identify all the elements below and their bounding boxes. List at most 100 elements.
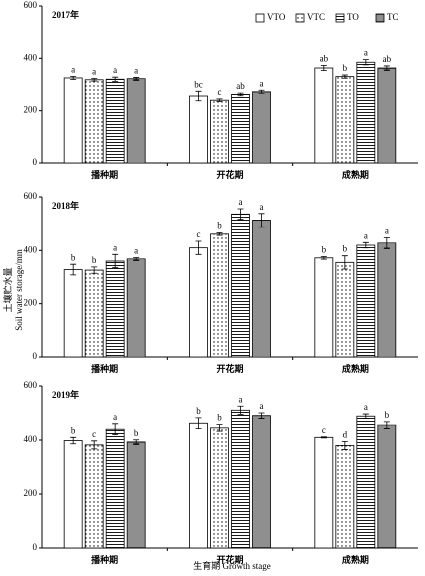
y-tick-label: 0 [33,157,38,167]
significance-label: b [134,428,139,438]
bar [356,415,376,549]
significance-label: d [343,429,348,439]
error-bar [91,266,98,274]
error-bar [195,417,202,430]
error-bar [320,256,327,260]
significance-label: a [92,67,96,77]
x-tick-label: 开花期 [216,554,243,565]
y-tick-label: 400 [24,52,38,62]
significance-label: a [364,402,368,412]
bar [126,258,146,358]
error-bar [216,424,223,432]
bar [63,77,83,164]
error-bar [237,92,244,97]
significance-label: a [239,394,243,404]
x-tick-label: 开花期 [216,169,243,180]
panel-title: 2019年 [52,389,79,400]
x-tick-label: 播种期 [91,554,118,565]
error-bar [112,253,119,269]
x-tick-label: 开花期 [216,363,243,374]
bar [252,415,271,549]
significance-label: a [239,197,243,207]
legend-label: TO [347,12,359,22]
error-bar [383,421,390,429]
significance-label: a [364,230,368,240]
error-bar [195,240,202,255]
error-bar [258,89,265,94]
legend-swatch [255,13,265,23]
bar [356,61,376,164]
error-bar [133,257,140,261]
bar [63,440,83,549]
error-bar [258,412,265,419]
bar [84,444,104,549]
significance-label: b [343,244,348,254]
error-bar [320,64,327,72]
bar [377,242,397,358]
error-bar [341,255,348,270]
bar [314,436,334,549]
y-axis-label: 土壤贮水量 [2,267,13,312]
bar [189,422,208,549]
bar [314,67,334,164]
significance-label: a [113,65,117,75]
significance-label: a [260,401,264,411]
y-tick-label: 600 [24,191,38,201]
significance-label: a [134,246,138,256]
legend-swatch [375,13,385,23]
bar [314,257,334,358]
bar [335,261,355,358]
bar [84,79,104,164]
bar [231,94,250,164]
error-bar [112,423,119,435]
bar [105,428,125,549]
significance-label: b [92,255,97,265]
significance-label: b [217,221,222,231]
bar [189,95,208,164]
significance-label: ab [383,54,392,64]
legend-label: VTC [307,12,325,22]
significance-label: a [260,78,264,88]
significance-label: b [196,406,201,416]
error-bar [112,76,119,82]
error-bar [91,78,98,82]
bar [210,427,229,549]
error-bar [383,65,390,71]
error-bar [216,98,223,102]
y-tick-label: 600 [24,380,38,390]
significance-label: a [113,412,117,422]
significance-label: a [113,242,117,252]
significance-label: a [260,202,264,212]
bar [356,244,376,358]
legend-label: TC [387,12,399,22]
error-bar [362,241,369,249]
significance-label: b [322,245,327,255]
legend-swatch [335,13,345,23]
significance-label: b [71,252,76,262]
error-bar [237,208,244,221]
bar [105,78,125,164]
error-bar [258,213,265,228]
significance-label: a [71,64,75,74]
x-tick-label: 成熟期 [342,363,369,374]
bar [126,441,146,549]
error-bar [195,90,202,102]
error-bar [341,440,348,450]
bar [84,269,104,358]
bar [252,220,271,358]
y-tick-label: 0 [33,351,38,361]
error-bar [362,59,369,66]
y-tick-label: 400 [24,434,38,444]
error-bar [383,237,390,249]
significance-label: b [343,63,348,73]
error-bar [341,74,348,79]
bar [210,99,229,164]
significance-label: ab [320,53,329,63]
x-tick-label: 播种期 [91,169,118,180]
significance-label: b [385,410,390,420]
error-bar [70,436,77,445]
x-axis-label: 生育期 Growth stage [193,560,271,571]
significance-label: b [71,425,76,435]
y-tick-label: 200 [24,298,38,308]
y-tick-label: 200 [24,488,38,498]
